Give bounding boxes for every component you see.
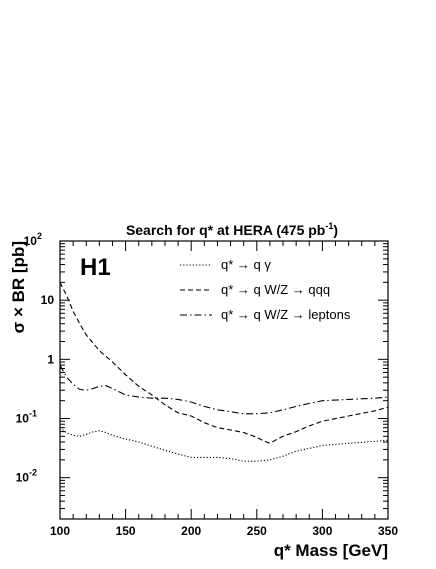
x-tick-label: 350	[378, 524, 398, 538]
y-tick-label: 10	[41, 293, 55, 307]
axes-layer: Search for q* at HERA (475 pb-1) H1 100 150…	[9, 221, 398, 560]
x-axis-title: q* Mass [GeV]	[274, 541, 388, 560]
series-line-2	[59, 282, 389, 444]
y-axis-title: σ × BR [pb]	[9, 241, 28, 333]
x-tick-label: 200	[181, 524, 201, 538]
x-tick-label: 300	[312, 524, 332, 538]
y-tick-label: 10-2	[16, 468, 37, 485]
plot-frame	[59, 240, 389, 520]
x-tick-label: 100	[50, 524, 70, 538]
legend-label-3: q* → q W/Z → leptons	[221, 307, 351, 322]
y-tick-label: 1	[47, 352, 54, 366]
experiment-tag: H1	[80, 254, 111, 281]
chart-title: Search for q* at HERA (475 pb-1)	[126, 221, 338, 238]
series-layer	[59, 282, 389, 462]
legend: q* → q γ q* → q W/Z → qqq q* → q W/Z → lep…	[180, 257, 351, 322]
y-tick-label: 10-1	[16, 408, 37, 425]
legend-label-1: q* → q γ	[221, 257, 271, 272]
series-line-1	[59, 427, 389, 462]
x-tick-label: 250	[247, 524, 267, 538]
x-tick-label: 150	[116, 524, 136, 538]
y-tick-label: 102	[24, 231, 42, 248]
legend-label-2: q* → q W/Z → qqq	[221, 282, 330, 297]
series-line-3	[59, 364, 389, 415]
